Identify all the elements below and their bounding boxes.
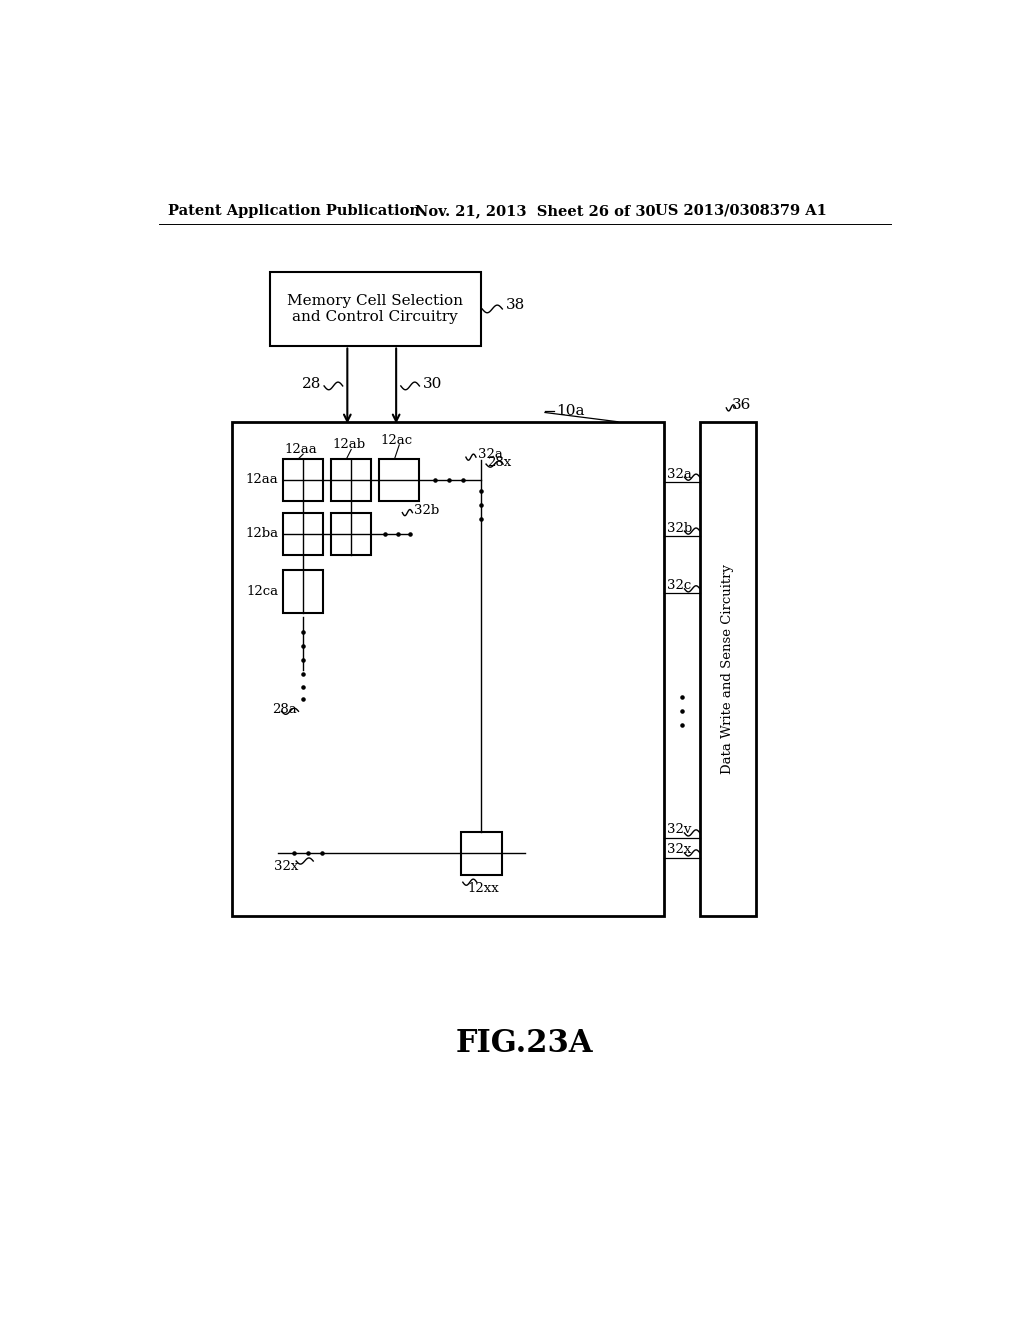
Text: Nov. 21, 2013  Sheet 26 of 30: Nov. 21, 2013 Sheet 26 of 30 xyxy=(415,203,655,218)
Text: 32b: 32b xyxy=(414,504,439,517)
Bar xyxy=(283,459,324,502)
Text: 28: 28 xyxy=(302,378,321,392)
Text: 12xx: 12xx xyxy=(467,882,500,895)
Bar xyxy=(331,512,372,554)
Text: 32a: 32a xyxy=(668,467,692,480)
Text: 32a: 32a xyxy=(477,449,503,462)
Text: US 2013/0308379 A1: US 2013/0308379 A1 xyxy=(655,203,826,218)
Text: 12ca: 12ca xyxy=(246,585,279,598)
Text: 32x: 32x xyxy=(668,843,692,857)
Text: 30: 30 xyxy=(423,378,442,392)
Text: 36: 36 xyxy=(732,397,751,412)
Text: Data Write and Sense Circuitry: Data Write and Sense Circuitry xyxy=(721,564,734,774)
Text: 32c: 32c xyxy=(668,579,691,593)
Text: 28x: 28x xyxy=(487,455,512,469)
Text: 12ba: 12ba xyxy=(245,527,279,540)
Text: FIG.23A: FIG.23A xyxy=(456,1028,594,1060)
Bar xyxy=(283,512,324,554)
Text: 12ac: 12ac xyxy=(381,434,413,446)
Bar xyxy=(461,832,502,875)
Bar xyxy=(331,459,372,502)
Bar xyxy=(231,422,665,916)
Text: 32x: 32x xyxy=(274,859,299,873)
Text: Patent Application Publication: Patent Application Publication xyxy=(168,203,420,218)
Text: 28a: 28a xyxy=(272,704,297,717)
Text: 12ab: 12ab xyxy=(333,438,366,451)
Text: 32v: 32v xyxy=(668,824,692,837)
Bar xyxy=(270,272,480,346)
Bar xyxy=(700,422,756,916)
Bar xyxy=(379,459,420,502)
Text: Memory Cell Selection
and Control Circuitry: Memory Cell Selection and Control Circui… xyxy=(287,294,463,323)
Text: 38: 38 xyxy=(506,298,524,312)
Text: 12aa: 12aa xyxy=(285,444,317,455)
Text: 12aa: 12aa xyxy=(246,474,279,486)
Text: 32b: 32b xyxy=(668,521,692,535)
Text: 10a: 10a xyxy=(556,404,585,418)
Bar xyxy=(283,570,324,612)
